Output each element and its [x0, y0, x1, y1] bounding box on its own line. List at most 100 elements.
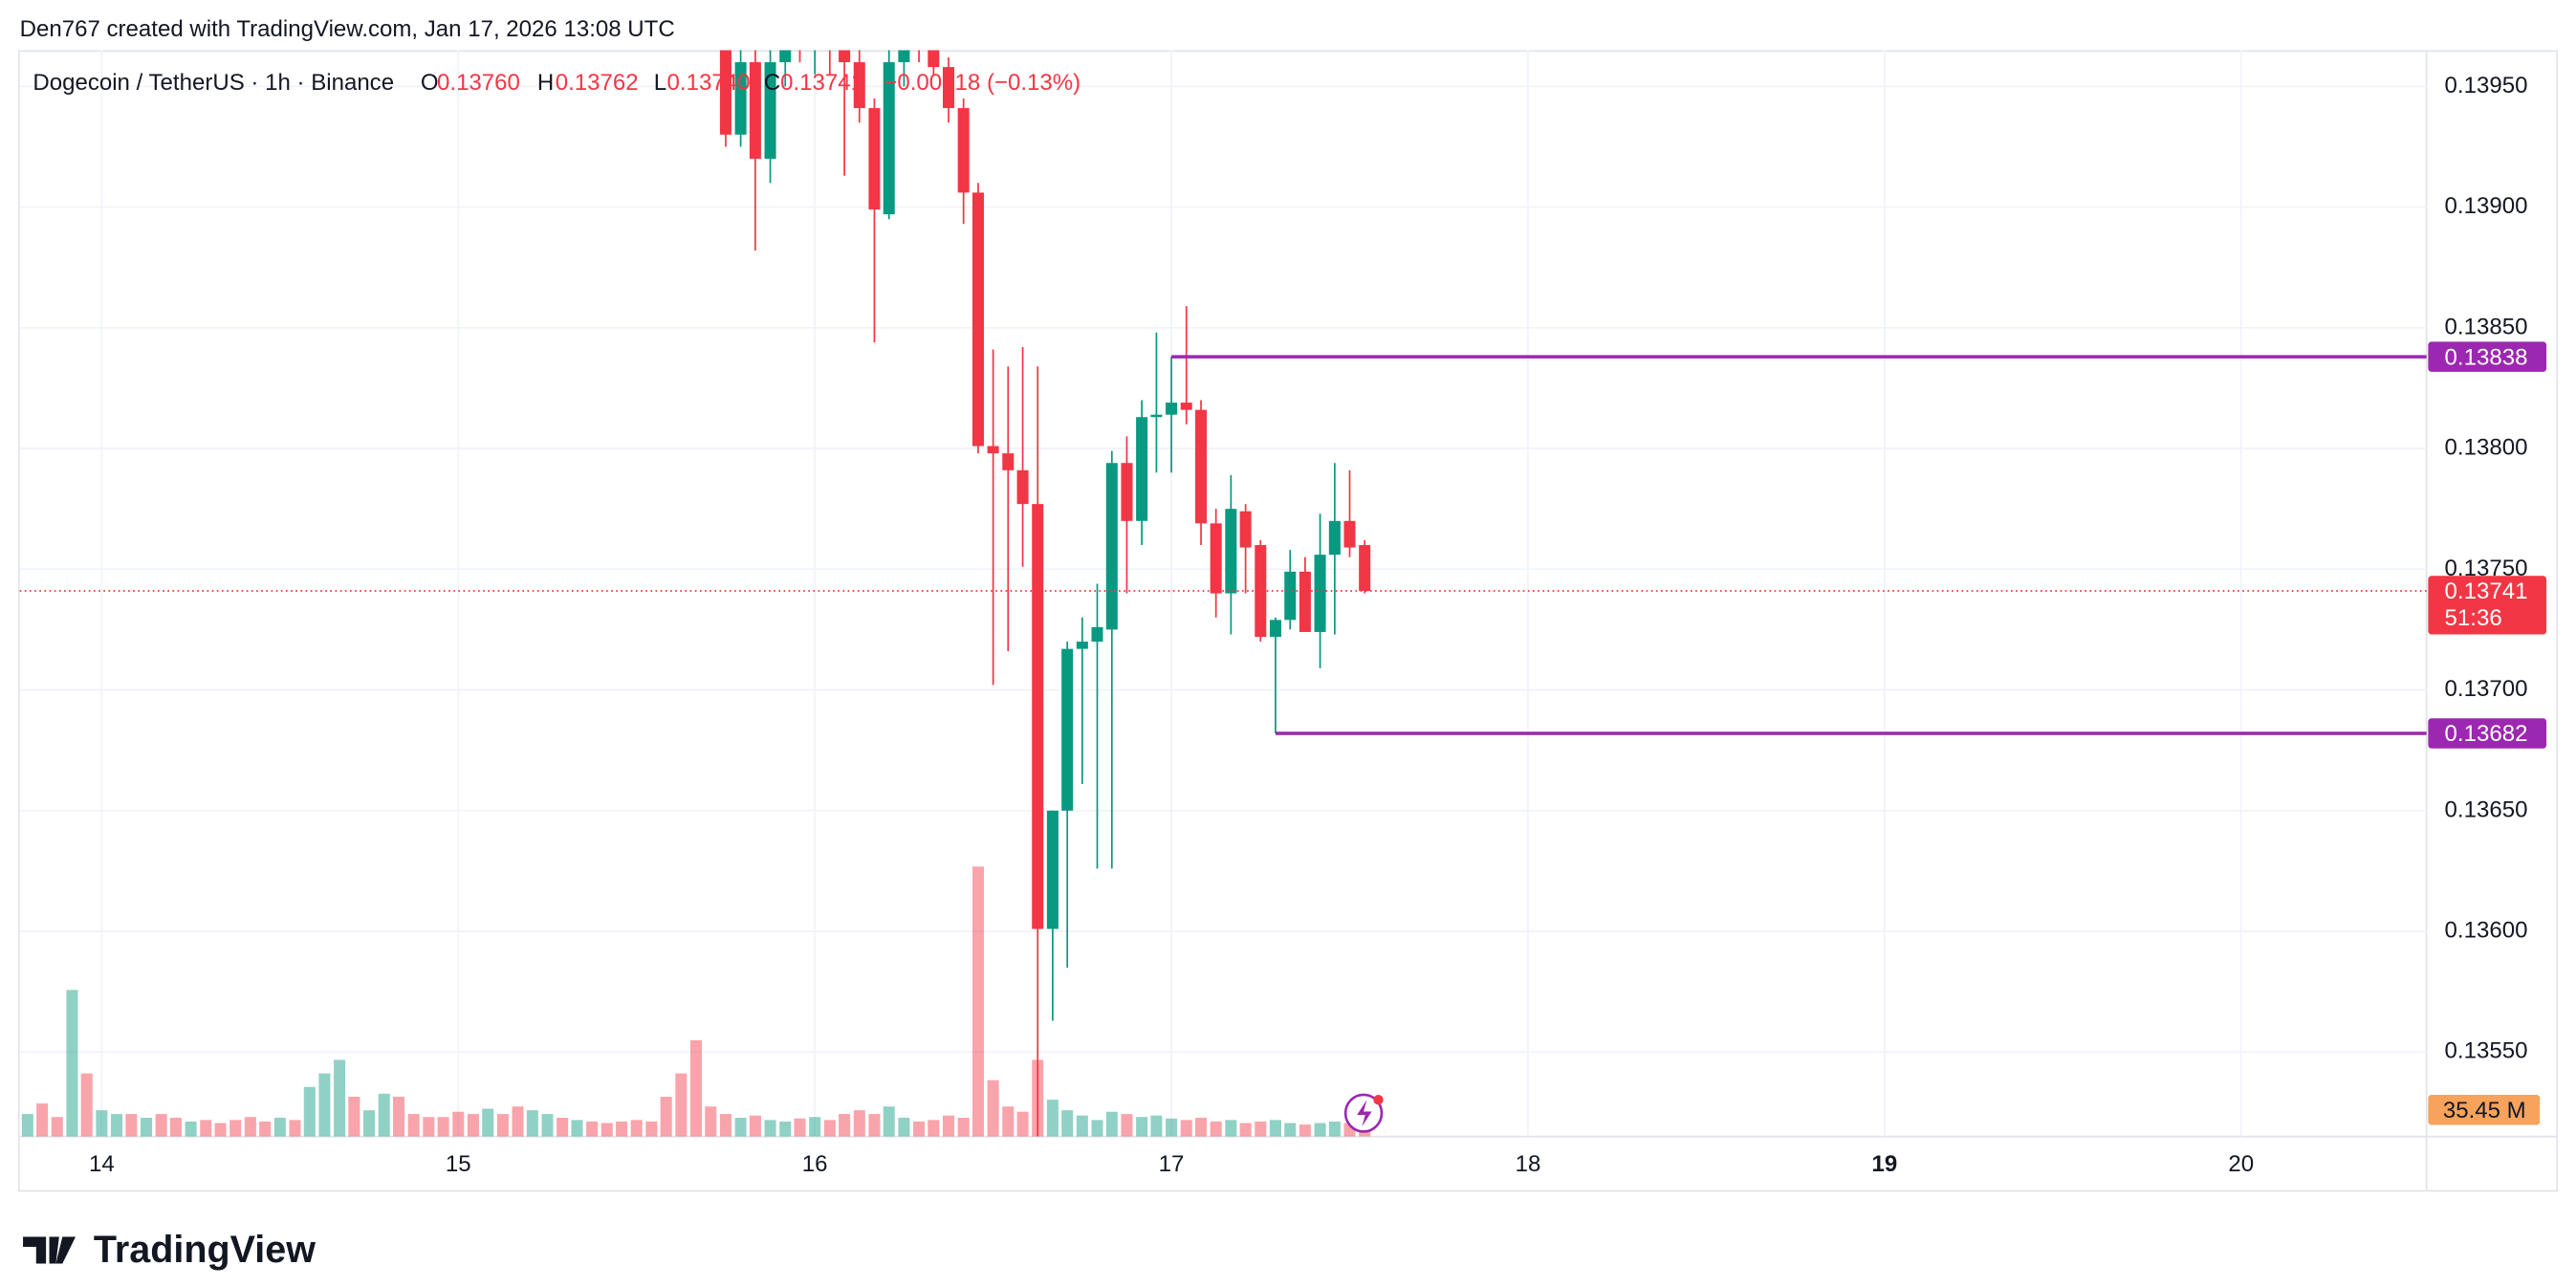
- volume-bar: [734, 1118, 747, 1137]
- candle-body: [1091, 626, 1103, 643]
- x-tick-label: 17: [1159, 1151, 1185, 1177]
- volume-bar: [571, 1120, 583, 1137]
- volume-bar: [423, 1117, 435, 1137]
- candle-body: [1314, 555, 1326, 632]
- candle-body: [823, 50, 836, 51]
- volume-bar: [452, 1111, 465, 1137]
- volume-bar: [705, 1106, 717, 1137]
- volume-bar: [1046, 1100, 1059, 1137]
- candle-body: [1076, 642, 1088, 649]
- volume-bar: [1061, 1110, 1074, 1137]
- volume-bar: [407, 1114, 420, 1137]
- alert-dot: [1373, 1094, 1384, 1105]
- volume-bar: [36, 1103, 49, 1137]
- volume-bar: [971, 866, 984, 1137]
- legend-l: 0.13740: [667, 70, 751, 96]
- volume-bar: [883, 1106, 895, 1137]
- volume-tag-label: 35.45 M: [2443, 1098, 2526, 1123]
- volume-bar: [200, 1120, 212, 1137]
- volume-bar: [600, 1123, 613, 1137]
- volume-bar: [244, 1117, 256, 1137]
- volume-bar: [214, 1123, 227, 1137]
- y-tick-label: 0.13900: [2445, 193, 2528, 219]
- x-tick-label: 16: [802, 1151, 828, 1177]
- candle-body: [1239, 511, 1252, 548]
- candle-body: [1195, 409, 1208, 524]
- volume-bar: [868, 1114, 881, 1137]
- volume-bar: [764, 1120, 776, 1137]
- volume-bar: [1150, 1115, 1163, 1137]
- y-tick-label: 0.13600: [2445, 917, 2528, 943]
- volume-bar: [437, 1117, 449, 1137]
- volume-bar: [169, 1118, 182, 1137]
- level-tag: [2428, 718, 2547, 749]
- volume-bar: [898, 1118, 910, 1137]
- x-tick-label: 18: [1516, 1151, 1541, 1177]
- volume-bar: [987, 1080, 999, 1137]
- volume-tag: [2428, 1095, 2541, 1125]
- volume-bar: [794, 1118, 806, 1137]
- volume-bar: [125, 1114, 138, 1137]
- volume-bar: [779, 1121, 792, 1137]
- volume-bar: [630, 1120, 643, 1137]
- candle-body: [971, 192, 984, 447]
- legend-h-label: H: [537, 70, 554, 96]
- volume-bar: [155, 1114, 167, 1137]
- volume-bar: [378, 1093, 390, 1137]
- volume-bar: [1299, 1124, 1311, 1137]
- x-tick-label: 19: [1871, 1151, 1897, 1177]
- y-tick-label: 0.13700: [2445, 676, 2528, 702]
- volume-bar: [1091, 1120, 1103, 1137]
- candle-body: [1269, 620, 1281, 638]
- volume-bar: [689, 1039, 703, 1137]
- legend-o-label: O: [421, 70, 439, 96]
- volume-bar: [96, 1110, 108, 1137]
- volume-bar: [111, 1114, 123, 1137]
- candle-body: [734, 62, 747, 135]
- volume-bar: [392, 1096, 405, 1137]
- volume-bar: [348, 1096, 360, 1137]
- volume-bar: [616, 1121, 628, 1137]
- volume-bar: [1016, 1111, 1029, 1137]
- candle-body: [868, 108, 881, 210]
- last-price-label: 0.13741: [2445, 578, 2528, 604]
- volume-bar: [1195, 1118, 1208, 1137]
- level-label: 0.13838: [2445, 344, 2528, 370]
- legend-symbol: Dogecoin / TetherUS · 1h · Binance: [33, 70, 394, 96]
- legend-h: 0.13762: [556, 70, 639, 96]
- candle-body: [1105, 463, 1118, 630]
- candle-body: [764, 62, 776, 160]
- x-tick-label: 20: [2228, 1151, 2254, 1177]
- volume-bar: [1255, 1121, 1267, 1137]
- candle-body: [1284, 571, 1297, 621]
- level-label: 0.13682: [2445, 721, 2528, 747]
- volume-bar: [913, 1121, 926, 1137]
- volume-pane: [21, 866, 1371, 1137]
- volume-bar: [1166, 1118, 1178, 1137]
- volume-bar: [259, 1121, 272, 1137]
- y-tick-label: 0.13650: [2445, 796, 2528, 822]
- candle-body: [1328, 520, 1341, 556]
- volume-bar: [482, 1108, 494, 1137]
- x-tick-label: 14: [89, 1151, 115, 1177]
- volume-bar: [586, 1121, 599, 1137]
- volume-bar: [1076, 1115, 1088, 1137]
- volume-bar: [467, 1114, 479, 1137]
- volume-bar: [1239, 1123, 1252, 1137]
- volume-bar: [1121, 1114, 1133, 1137]
- y-tick-label: 0.13800: [2445, 434, 2528, 460]
- candle-body: [1255, 545, 1267, 638]
- candle-body: [1299, 571, 1311, 632]
- volume-bar: [363, 1110, 376, 1137]
- legend-l-label: L: [654, 70, 666, 96]
- volume-bar: [541, 1114, 554, 1137]
- volume-bar: [660, 1096, 672, 1137]
- volume-bar: [1328, 1121, 1341, 1137]
- volume-bar: [1225, 1120, 1237, 1137]
- level-tag: [2428, 341, 2547, 372]
- candle-body: [1210, 523, 1222, 594]
- brand: TradingView: [94, 1229, 317, 1271]
- candle-body: [1121, 463, 1133, 521]
